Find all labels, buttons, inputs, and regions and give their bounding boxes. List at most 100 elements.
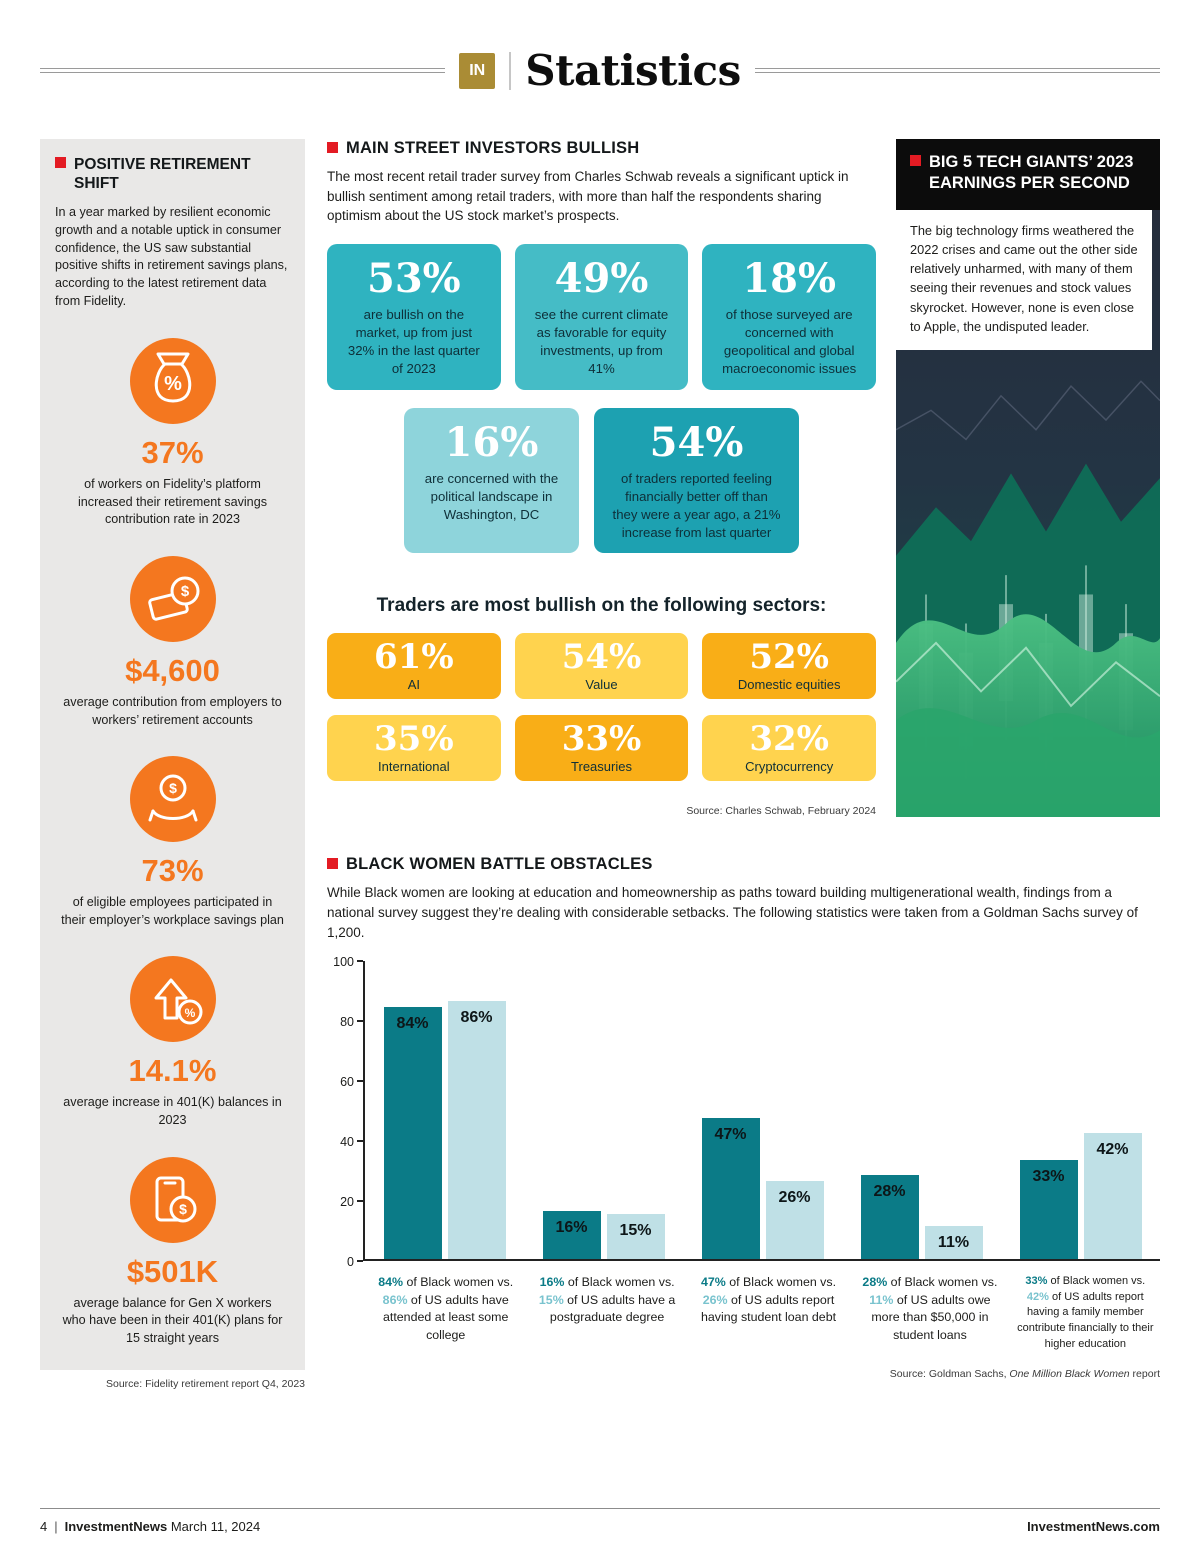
retirement-sidebar-wrap: POSITIVE RETIREMENT SHIFT In a year mark… (40, 139, 305, 1390)
sector-row-1: 61% AI 54% Value 52% Domestic equities (327, 633, 877, 700)
stat-value: 54% (649, 419, 744, 467)
sector-value: 54% (561, 637, 642, 678)
stat-value: 18% (742, 255, 837, 303)
caption-text: of US adults have attended at least some… (383, 1292, 509, 1343)
bar-captions-row: 84% of Black women vs. 86% of US adults … (365, 1261, 1160, 1352)
bar-group: 28% 11% (842, 961, 1001, 1260)
sector-row-2: 35% International 33% Treasuries 32% Cry… (327, 715, 877, 782)
stat-label: average contribution from employers to w… (63, 694, 282, 727)
stat-value: 16% (444, 419, 539, 467)
footer-site: InvestmentNews.com (1027, 1519, 1160, 1534)
caption-percentage: 84% (378, 1275, 404, 1290)
stat-box-political: 16% are concerned with the political lan… (404, 408, 579, 554)
svg-text:$: $ (179, 1201, 187, 1217)
sectors-heading: Traders are most bullish on the followin… (376, 595, 827, 617)
stat-label: average balance for Gen X workers who ha… (62, 1295, 283, 1345)
sidebar-stat: $ 73% of eligible employees participated… (55, 755, 290, 929)
source-prefix: Source: Goldman Sachs, (889, 1368, 1010, 1381)
hand-coin-icon: $ (129, 756, 216, 843)
stat-label: of workers on Fidelity’s platform increa… (78, 477, 267, 527)
main-street-section: MAIN STREET INVESTORS BULLISH The most r… (327, 139, 877, 818)
sidebar-source: Source: Fidelity retirement report Q4, 2… (105, 1377, 305, 1390)
bar-group-caption: 47% of Black women vs. 26% of US adults … (688, 1274, 849, 1352)
bar-value-label: 11% (937, 1234, 970, 1252)
sector-box-domestic-equities: 52% Domestic equities (702, 633, 877, 700)
sector-value: 52% (749, 637, 829, 678)
phone-money-icon: $ (129, 1156, 216, 1243)
bar-black-women: 16% (542, 1211, 601, 1260)
bar-black-women: 28% (860, 1175, 919, 1260)
stat-value: 37% (141, 435, 204, 470)
page-title: Statistics (525, 46, 741, 95)
section-title: BLACK WOMEN BATTLE OBSTACLES (346, 855, 653, 874)
y-axis: 0 20 40 60 80 100 (327, 955, 363, 1269)
sector-value: 33% (561, 719, 642, 760)
plot-area: 84% 86% 16% 15% 47% 26% 28% 11% 33% 42% (363, 961, 1160, 1262)
stat-box-better-off: 54% of traders reported feeling financia… (594, 408, 799, 554)
caption-percentage: 47% (701, 1275, 726, 1290)
stat-box-climate: 49% see the current climate as favorable… (514, 244, 689, 391)
section-title: MAIN STREET INVESTORS BULLISH (346, 139, 640, 157)
caption-text: of Black women vs. (1047, 1275, 1146, 1288)
bar-value-label: 28% (873, 1183, 906, 1201)
y-axis-tick-label: 80 (340, 1015, 354, 1030)
stat-label: are concerned with the political landsca… (424, 471, 559, 522)
caption-text: of Black women vs. (564, 1275, 675, 1290)
sector-value: 32% (749, 719, 829, 760)
money-bag-percent-icon: % (129, 338, 216, 424)
sector-label: AI (407, 677, 420, 693)
in-logo: IN (459, 52, 496, 89)
stat-label: of those surveyed are concerned with geo… (722, 307, 857, 376)
stat-label: are bullish on the market, up from just … (347, 307, 480, 376)
svg-text:$: $ (169, 780, 177, 796)
svg-text:$: $ (180, 583, 189, 600)
sector-label: Domestic equities (737, 677, 841, 693)
top-row: MAIN STREET INVESTORS BULLISH The most r… (327, 139, 1160, 818)
sector-box-international: 35% International (327, 715, 501, 782)
caption-percentage: 15% (538, 1292, 564, 1307)
caption-percentage: 33% (1025, 1275, 1048, 1288)
stat-value: 14.1% (128, 1053, 217, 1089)
caption-percentage: 16% (539, 1275, 565, 1290)
svg-text:%: % (184, 1006, 195, 1020)
black-women-title-wrap: BLACK WOMEN BATTLE OBSTACLES (327, 855, 1160, 874)
caption-percentage: 86% (382, 1292, 408, 1307)
bar-group: 47% 26% (683, 961, 842, 1260)
right-content-area: MAIN STREET INVESTORS BULLISH The most r… (327, 139, 1160, 1380)
stat-box-geopolitical: 18% of those surveyed are concerned with… (702, 244, 877, 391)
content-columns: POSITIVE RETIREMENT SHIFT In a year mark… (40, 139, 1160, 1390)
bar-us-adults: 26% (765, 1181, 824, 1260)
caption-text: of US adults have a postgraduate degree (549, 1292, 676, 1325)
chart-area: 0 20 40 60 80 100 84% 86% 16% 15% 47% 26% 28% 11% 33%… (327, 955, 1160, 1269)
masthead-rule-left (40, 68, 446, 73)
sector-label: International (378, 759, 450, 775)
bar-value-label: 33% (1032, 1168, 1065, 1186)
sector-box-ai: 61% AI (327, 633, 501, 700)
stat-label: of traders reported feeling financially … (612, 471, 781, 540)
teal-stat-row-1: 53% are bullish on the market, up from j… (327, 244, 877, 391)
bar-value-label: 15% (619, 1222, 652, 1240)
sector-label: Treasuries (571, 759, 632, 775)
tech-giants-title: BIG 5 TECH GIANTS’ 2023 EARNINGS PER SEC… (929, 153, 1134, 193)
y-axis-tick-label: 0 (347, 1255, 354, 1270)
stat-value: 49% (554, 255, 649, 303)
bar-black-women: 33% (1019, 1160, 1078, 1260)
y-axis-tick-label: 20 (340, 1195, 354, 1210)
sector-label: Value (585, 677, 618, 693)
schwab-source: Source: Charles Schwab, February 2024 (686, 805, 876, 818)
caption-text: of Black women vs. (725, 1275, 837, 1290)
caption-text: of Black women vs. (403, 1275, 514, 1290)
masthead-rule-right (754, 68, 1160, 73)
stat-label: see the current climate as favorable for… (534, 307, 669, 376)
main-street-title-wrap: MAIN STREET INVESTORS BULLISH (327, 139, 876, 158)
tech-giants-title-box: BIG 5 TECH GIANTS’ 2023 EARNINGS PER SEC… (896, 139, 1160, 210)
sector-value: 61% (374, 637, 454, 678)
bar-group: 33% 42% (1001, 961, 1160, 1260)
bar-black-women: 84% (383, 1007, 442, 1260)
stat-value: $4,600 (125, 652, 220, 688)
growth-arrow-percent-icon: % (129, 956, 216, 1043)
bar-us-adults: 42% (1083, 1133, 1142, 1260)
caption-percentage: 28% (862, 1275, 888, 1290)
bar-value-label: 26% (778, 1189, 811, 1207)
bar-group: 16% 15% (524, 961, 683, 1260)
